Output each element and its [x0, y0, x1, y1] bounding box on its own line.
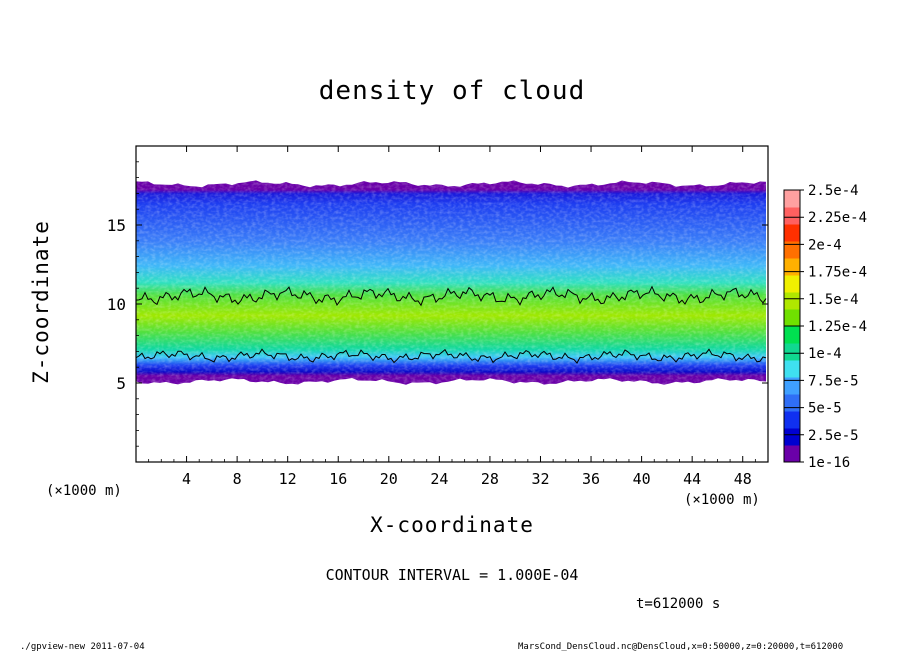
colorbar-label: 1e-4: [808, 346, 842, 362]
y-tick-label: 5: [116, 374, 126, 393]
y-tick-label: 15: [107, 216, 126, 235]
colorbar-swatch: [784, 258, 800, 276]
colorbar-label: 2e-4: [808, 237, 842, 253]
x-axis: 4 8 12 16 20 24 28 32 36 40 44 48: [148, 146, 756, 488]
colorbar-label: 2.25e-4: [808, 210, 867, 226]
colorbar-swatch: [784, 343, 800, 361]
x-tick-label: 40: [633, 470, 651, 488]
x-tick-label: 44: [683, 470, 701, 488]
colorbar-swatch: [784, 292, 800, 310]
footer-script-info: ./gpview-new 2011-07-04: [20, 642, 145, 652]
x-tick-label: 20: [380, 470, 398, 488]
colorbar-swatch: [784, 377, 800, 395]
x-axis-label: X-coordinate: [370, 513, 534, 537]
cloud-density-field: [136, 180, 766, 385]
colorbar-label: 7.5e-5: [808, 373, 859, 389]
colorbar-label: 2.5e-5: [808, 428, 859, 444]
colorbar-swatch: [784, 275, 800, 293]
x-tick-label: 8: [233, 470, 242, 488]
contour-lines: [136, 285, 767, 364]
colorbar: 1e-16 2.5e-5 5e-5 7.5e-5 1e-4 1.25e-4 1.5e-4 1.…: [783, 183, 867, 471]
x-tick-label: 12: [279, 470, 297, 488]
colorbar-label: 1.75e-4: [808, 265, 867, 281]
colorbar-swatch: [784, 190, 800, 208]
colorbar-swatch: [784, 360, 800, 378]
colorbar-swatch: [784, 411, 800, 429]
x-unit-label-right: (×1000 m): [684, 492, 760, 508]
colorbar-swatch: [784, 428, 800, 446]
colorbar-swatch: [784, 241, 800, 259]
y-tick-label: 10: [107, 295, 126, 314]
x-tick-label: 32: [531, 470, 549, 488]
colorbar-swatch: [784, 394, 800, 412]
x-tick-label: 4: [182, 470, 191, 488]
colorbar-label: 1e-16: [808, 455, 850, 471]
colorbar-swatch: [784, 326, 800, 344]
colorbar-swatch: [784, 207, 800, 225]
contour-interval-note: CONTOUR INTERVAL = 1.000E-04: [325, 566, 579, 584]
x-tick-label: 16: [329, 470, 347, 488]
contour-line-lower: [136, 348, 767, 364]
chart-title: density of cloud: [318, 76, 586, 106]
contour-line-upper: [136, 285, 767, 307]
colorbar-swatch: [784, 309, 800, 327]
colorbar-label: 2.5e-4: [808, 183, 859, 199]
x-unit-label-left: (×1000 m): [46, 483, 122, 499]
x-tick-label: 24: [430, 470, 448, 488]
colorbar-label: 5e-5: [808, 401, 842, 417]
colorbar-label: 1.25e-4: [808, 319, 867, 335]
y-axis-label: Z-coordinate: [29, 220, 53, 384]
time-note: t=612000 s: [636, 596, 721, 612]
y-axis: 5 10 15: [107, 161, 768, 447]
colorbar-swatch: [784, 445, 800, 463]
x-tick-label: 48: [734, 470, 752, 488]
colorbar-swatch: [784, 224, 800, 242]
x-tick-label: 28: [481, 470, 499, 488]
x-tick-label: 36: [582, 470, 600, 488]
colorbar-label: 1.5e-4: [808, 292, 859, 308]
footer-data-source: MarsCond_DensCloud.nc@DensCloud,x=0:5000…: [518, 642, 844, 652]
cloud-texture: [136, 180, 766, 385]
